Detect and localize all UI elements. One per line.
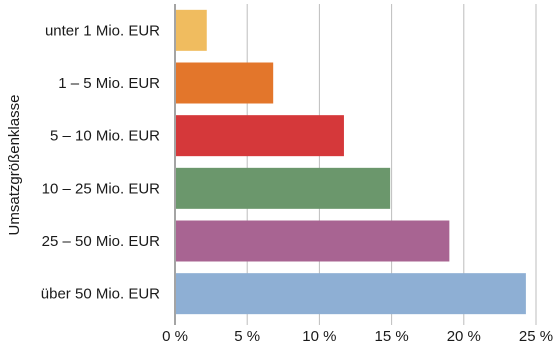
x-tick-label: 20 % <box>447 328 481 345</box>
category-label: 10 – 25 Mio. EUR <box>42 180 161 197</box>
category-label: 25 – 50 Mio. EUR <box>42 233 161 250</box>
x-tick-label: 5 % <box>234 328 260 345</box>
bar <box>176 63 273 104</box>
bar <box>176 273 526 314</box>
category-label: 5 – 10 Mio. EUR <box>50 128 160 145</box>
bar <box>176 10 207 51</box>
bar <box>176 115 344 156</box>
category-label: über 50 Mio. EUR <box>41 286 160 303</box>
x-tick-label: 25 % <box>519 328 553 345</box>
bar <box>176 168 390 209</box>
category-labels: unter 1 Mio. EUR 1 – 5 Mio. EUR 5 – 10 Mio… <box>41 22 160 302</box>
x-tick-label: 15 % <box>374 328 408 345</box>
bar <box>176 221 449 262</box>
category-label: unter 1 Mio. EUR <box>45 22 160 39</box>
x-tick-labels: 0 % 5 % 10 % 15 % 20 % 25 % <box>162 328 553 345</box>
category-label: 1 – 5 Mio. EUR <box>58 75 160 92</box>
bars <box>176 10 526 314</box>
y-axis-label: Umsatzgrößenklasse <box>6 95 23 236</box>
x-tick-label: 10 % <box>302 328 336 345</box>
x-tick-label: 0 % <box>162 328 188 345</box>
